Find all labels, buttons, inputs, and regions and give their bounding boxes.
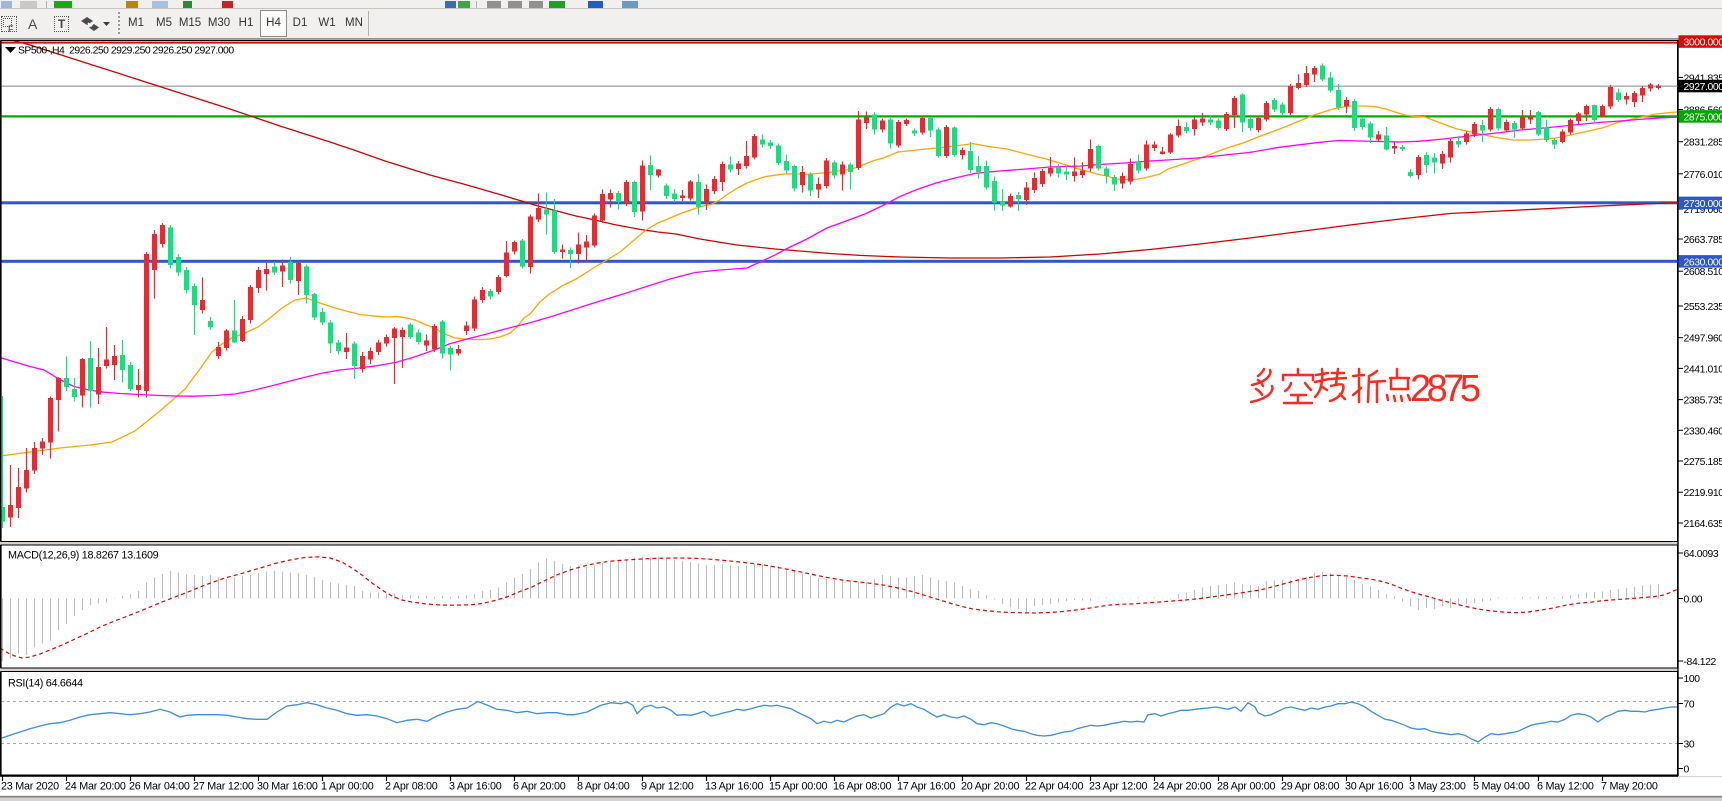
svg-text:2875: 2875 (1410, 368, 1481, 410)
svg-text:-84.122: -84.122 (1684, 657, 1717, 668)
svg-text:28 Apr 00:00: 28 Apr 00:00 (1217, 781, 1275, 793)
svg-text:100: 100 (1684, 674, 1701, 685)
svg-text:2330.460: 2330.460 (1684, 426, 1722, 437)
svg-text:RSI(14) 64.6644: RSI(14) 64.6644 (8, 678, 83, 690)
svg-text:26 Mar 04:00: 26 Mar 04:00 (129, 781, 190, 793)
svg-text:24 Mar 20:00: 24 Mar 20:00 (65, 781, 126, 793)
svg-text:2441.010: 2441.010 (1684, 364, 1722, 375)
svg-text:64.0093: 64.0093 (1684, 549, 1719, 560)
svg-text:30: 30 (1684, 740, 1695, 751)
svg-text:16 Apr 08:00: 16 Apr 08:00 (833, 781, 891, 793)
svg-text:2275.185: 2275.185 (1684, 457, 1722, 468)
svg-text:3000.000: 3000.000 (1684, 38, 1722, 49)
svg-text:29 Apr 08:00: 29 Apr 08:00 (1281, 781, 1339, 793)
svg-text:2164.635: 2164.635 (1684, 519, 1722, 530)
svg-text:2608.510: 2608.510 (1684, 267, 1722, 278)
svg-text:3 May 23:00: 3 May 23:00 (1409, 781, 1466, 793)
svg-text:2941.835: 2941.835 (1684, 73, 1722, 84)
svg-text:30 Apr 16:00: 30 Apr 16:00 (1345, 781, 1403, 793)
svg-text:1 Apr 00:00: 1 Apr 00:00 (321, 781, 374, 793)
svg-text:2831.285: 2831.285 (1684, 138, 1722, 149)
svg-text:2776.010: 2776.010 (1684, 170, 1722, 181)
svg-text:7 May 20:00: 7 May 20:00 (1601, 781, 1658, 793)
svg-text:2553.235: 2553.235 (1684, 302, 1722, 313)
svg-text:2730.000: 2730.000 (1684, 199, 1722, 210)
svg-text:2630.000: 2630.000 (1684, 258, 1722, 269)
svg-text:5 May 04:00: 5 May 04:00 (1473, 781, 1530, 793)
svg-text:3 Apr 16:00: 3 Apr 16:00 (449, 781, 502, 793)
svg-text:30 Mar 16:00: 30 Mar 16:00 (257, 781, 318, 793)
svg-text:15 Apr 00:00: 15 Apr 00:00 (769, 781, 827, 793)
svg-text:20 Apr 20:00: 20 Apr 20:00 (961, 781, 1019, 793)
svg-text:8 Apr 04:00: 8 Apr 04:00 (577, 781, 630, 793)
svg-text:27 Mar 12:00: 27 Mar 12:00 (193, 781, 254, 793)
svg-text:70: 70 (1684, 700, 1695, 711)
svg-text:2 Apr 08:00: 2 Apr 08:00 (385, 781, 438, 793)
svg-text:6 May 12:00: 6 May 12:00 (1537, 781, 1594, 793)
svg-text:23 Apr 12:00: 23 Apr 12:00 (1089, 781, 1147, 793)
svg-text:2927.000: 2927.000 (1684, 82, 1722, 93)
svg-text:23 Mar 2020: 23 Mar 2020 (1, 781, 59, 793)
svg-text:24 Apr 20:00: 24 Apr 20:00 (1153, 781, 1211, 793)
svg-text:2497.960: 2497.960 (1684, 334, 1722, 345)
svg-text:6 Apr 20:00: 6 Apr 20:00 (513, 781, 566, 793)
svg-text:2219.910: 2219.910 (1684, 488, 1722, 499)
svg-text:2875.000: 2875.000 (1684, 113, 1722, 124)
svg-text:13 Apr 16:00: 13 Apr 16:00 (705, 781, 763, 793)
svg-text:2719.060: 2719.060 (1684, 205, 1722, 216)
svg-text:2385.735: 2385.735 (1684, 396, 1722, 407)
svg-text:22 Apr 04:00: 22 Apr 04:00 (1025, 781, 1083, 793)
svg-text:17 Apr 16:00: 17 Apr 16:00 (897, 781, 955, 793)
svg-text:MACD(12,26,9) 18.8267 13.1609: MACD(12,26,9) 18.8267 13.1609 (8, 550, 159, 562)
svg-text:0.00: 0.00 (1684, 595, 1703, 606)
svg-text:SP500-,H4 2926.250 2929.250 2: SP500-,H4 2926.250 2929.250 2926.250 292… (18, 46, 234, 57)
svg-text:9 Apr 12:00: 9 Apr 12:00 (641, 781, 694, 793)
svg-text:0: 0 (1684, 765, 1690, 776)
svg-text:2663.785: 2663.785 (1684, 235, 1722, 246)
